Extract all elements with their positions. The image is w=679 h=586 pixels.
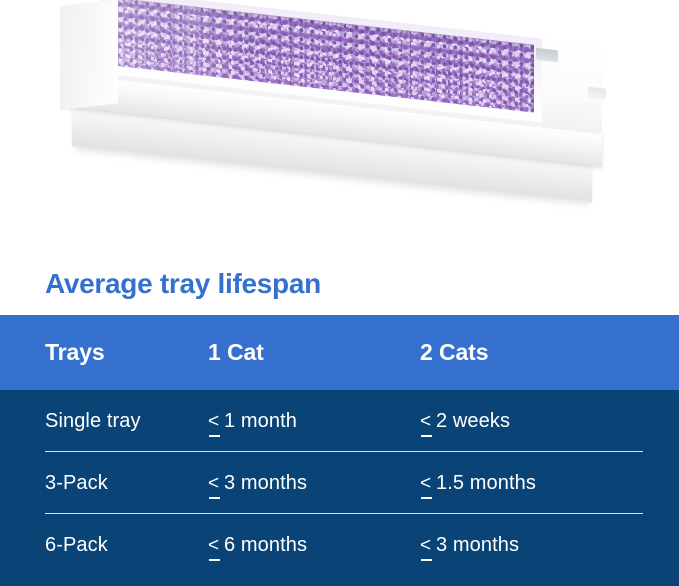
cell-one-cat: 3 months — [208, 471, 420, 499]
lifespan-table: Trays 1 Cat 2 Cats Single tray 1 month 2… — [0, 315, 679, 586]
less-than-or-equal-icon — [208, 410, 221, 437]
cell-trays: Single tray — [45, 409, 141, 432]
table-row: 6-Pack 6 months 3 months — [0, 514, 679, 576]
tray-handle-notch-icon — [536, 47, 558, 63]
less-than-or-equal-icon — [420, 410, 433, 437]
less-than-or-equal-icon — [208, 472, 221, 499]
cell-two-cats: 2 weeks — [420, 409, 634, 437]
cell-two-cats: 1.5 months — [420, 471, 634, 499]
column-header-one-cat: 1 Cat — [208, 339, 264, 365]
row-divider — [45, 513, 643, 514]
less-than-or-equal-icon — [420, 472, 433, 499]
cell-trays: 6-Pack — [45, 533, 108, 556]
upper-tray-left-wall — [60, 0, 118, 111]
cell-one-cat-value: 1 month — [224, 409, 297, 432]
cell-two-cats-value: 3 months — [436, 533, 520, 556]
less-than-or-equal-icon — [208, 534, 221, 561]
product-photo — [0, 0, 679, 250]
table-header-row: Trays 1 Cat 2 Cats — [0, 315, 679, 390]
cell-one-cat-value: 6 months — [224, 533, 308, 556]
cell-trays: 3-Pack — [45, 471, 108, 494]
cell-one-cat-value: 3 months — [224, 471, 308, 494]
column-header-two-cats: 2 Cats — [420, 339, 489, 365]
table-row: Single tray 1 month 2 weeks — [0, 390, 679, 452]
less-than-or-equal-icon — [420, 534, 433, 561]
page-title: Average tray lifespan — [45, 268, 321, 299]
table-row: 3-Pack 3 months 1.5 months — [0, 452, 679, 514]
cell-two-cats-value: 2 weeks — [436, 409, 511, 432]
column-header-trays: Trays — [45, 339, 105, 365]
cell-one-cat: 6 months — [208, 533, 420, 561]
cell-two-cats: 3 months — [420, 533, 634, 561]
table-body: Single tray 1 month 2 weeks 3-Pack 3 mon… — [0, 390, 679, 586]
cell-one-cat: 1 month — [208, 409, 420, 437]
cell-two-cats-value: 1.5 months — [436, 471, 536, 494]
tray-handle-notch-secondary-icon — [588, 86, 606, 100]
photo-bottom-fade — [0, 196, 679, 250]
row-divider — [45, 451, 643, 452]
